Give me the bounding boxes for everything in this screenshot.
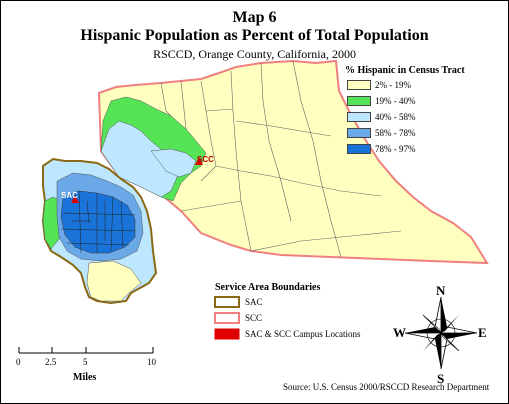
map-subtitle: RSCCD, Orange County, California, 2000 [153, 47, 356, 61]
map-number: Map 6 [232, 9, 277, 26]
legend-swatch [347, 96, 371, 106]
sac-boundary-label: SAC [245, 297, 263, 307]
campus-location-label: SAC & SCC Campus Locations [245, 329, 361, 339]
north-arrow-icon [404, 296, 478, 370]
legend-swatch [347, 128, 371, 138]
tract-group-2-19-south [86, 260, 142, 302]
compass-n: N [436, 283, 446, 298]
legend-item: 40% - 58% [347, 111, 416, 123]
legend-item: 2% - 19% [347, 79, 411, 91]
legend-label: 58% - 78% [375, 128, 416, 138]
legend-title: % Hispanic in Census Tract [345, 65, 465, 76]
legend-label: 40% - 58% [375, 112, 416, 122]
census-tract-lines-east [160, 60, 402, 258]
legend-label: 78% - 97% [375, 144, 416, 154]
legend-label: 2% - 19% [375, 80, 411, 90]
legend-label: 19% - 40% [375, 96, 416, 106]
legend-item: 78% - 97% [347, 143, 416, 155]
legend-item: 19% - 40% [347, 95, 416, 107]
scc-district-area [97, 59, 489, 265]
scc-boundary-label: SCC [245, 313, 263, 323]
scc-campus-marker [195, 157, 203, 165]
sac-boundary-swatch [214, 296, 240, 308]
scale-tick-2-5: 2.5 [45, 357, 57, 367]
legend-swatch [347, 112, 371, 122]
scc-boundary-swatch [214, 312, 240, 324]
sac-campus-label: SAC [61, 191, 78, 200]
scale-tick-0: 0 [16, 357, 21, 367]
campus-location-swatch [214, 328, 240, 340]
boundaries-legend-title: Service Area Boundaries [215, 282, 321, 293]
census-tract-lines [60, 190, 136, 254]
source-note: Source: U.S. Census 2000/RSCCD Research … [283, 382, 490, 392]
legend-swatch [347, 80, 371, 90]
legend-item: 58% - 78% [347, 127, 416, 139]
scale-bar [18, 347, 154, 354]
compass-w: W [393, 325, 406, 340]
scale-unit: Miles [73, 372, 97, 383]
compass-e: E [478, 325, 487, 340]
tract-group-40-58-east [150, 148, 197, 178]
legend-swatch [347, 144, 371, 154]
map-title: Hispanic Population as Percent of Total … [80, 27, 429, 44]
scale-tick-10: 10 [147, 357, 156, 367]
sac-campus-marker [71, 195, 79, 203]
compass-s: S [437, 371, 445, 386]
scale-tick-5: 5 [83, 357, 88, 367]
scc-campus-label: SCC [197, 155, 214, 164]
